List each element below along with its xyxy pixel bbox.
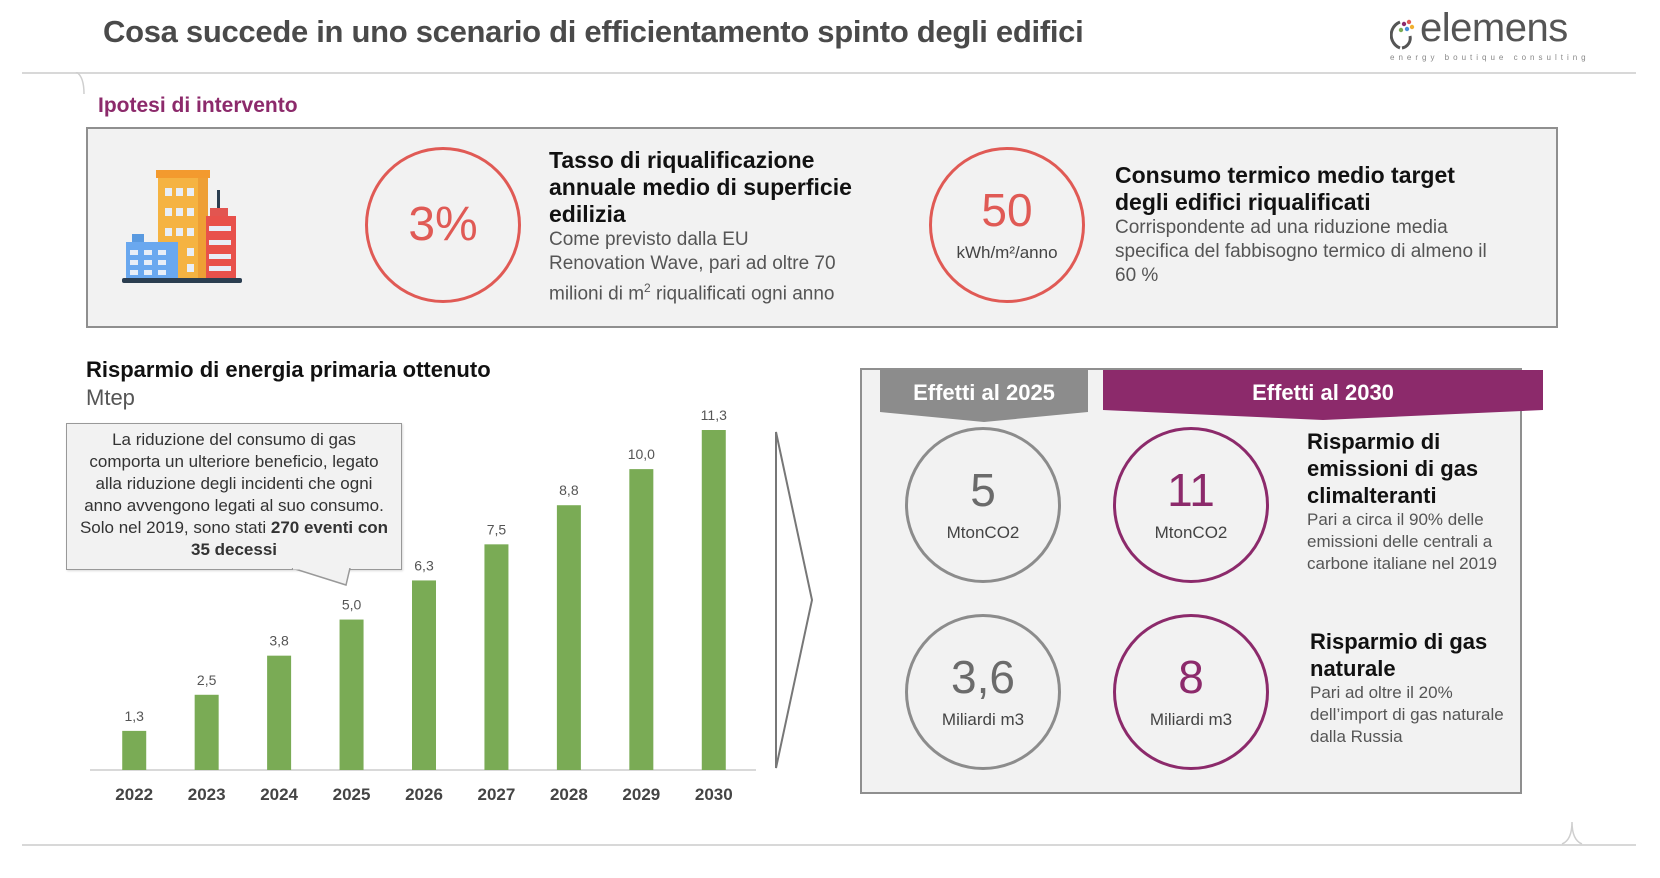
bar-value-label: 10,0 xyxy=(628,446,655,462)
gas-2030-unit: Miliardi m3 xyxy=(1149,710,1233,729)
bar-value-label: 5,0 xyxy=(342,597,362,613)
thermal-target-value: 50 xyxy=(981,184,1033,236)
gas-2025-unit: Miliardi m3 xyxy=(941,710,1025,729)
desc-line: Come previsto dalla EU xyxy=(549,229,749,250)
divider-notch xyxy=(1561,822,1583,845)
hypothesis-title: Tasso di riqualificazione annuale medio … xyxy=(549,147,852,227)
x-tick-label: 2030 xyxy=(695,785,733,804)
desc-line: Renovation Wave, pari ad oltre 70 xyxy=(549,253,836,274)
effect-emissions: Risparmio di emissioni di gas climaltera… xyxy=(1307,428,1532,575)
bar-value-label: 8,8 xyxy=(559,482,579,498)
x-tick-label: 2029 xyxy=(622,785,660,804)
tab-2025-shape xyxy=(880,370,1088,422)
effect-gas: Risparmio di gas naturale Pari ad oltre … xyxy=(1310,628,1520,748)
renovation-rate-value: 3% xyxy=(408,198,478,251)
desc-line: milioni di m2 riqualificati ogni anno xyxy=(549,276,879,306)
x-tick-label: 2028 xyxy=(550,785,588,804)
thermal-target-unit: kWh/m²/anno xyxy=(956,243,1058,262)
hypotheses-panel xyxy=(86,127,1558,328)
hypothesis-desc: Corrispondente ad una riduzione media sp… xyxy=(1115,217,1487,286)
tab-effects-2030: Effetti al 2030 xyxy=(1252,380,1394,405)
bar-2024 xyxy=(267,655,292,770)
elemens-logo: elemens energy boutique consulting xyxy=(1390,6,1586,66)
bar-2023 xyxy=(194,694,219,770)
bar-2025 xyxy=(339,619,364,770)
tab-effects-2025: Effetti al 2025 xyxy=(913,380,1055,405)
x-tick-label: 2027 xyxy=(478,785,516,804)
effect-desc: Pari ad oltre il 20% dell’import di gas … xyxy=(1310,683,1504,746)
emissions-2030-unit: MtonCO2 xyxy=(1154,523,1228,542)
emissions-2025-unit: MtonCO2 xyxy=(946,523,1020,542)
emissions-2030-ring: 11 MtonCO2 xyxy=(1113,427,1269,583)
renovation-rate-ring: 3% xyxy=(365,147,521,303)
bar-value-label: 11,3 xyxy=(701,407,727,423)
bar-2027 xyxy=(484,544,509,770)
gas-2030-value: 8 xyxy=(1178,651,1204,703)
gas-2030-ring: 8 Miliardi m3 xyxy=(1113,614,1269,770)
footer-divider xyxy=(22,844,1636,846)
gas-2025-value: 3,6 xyxy=(951,651,1015,703)
x-tick-label: 2024 xyxy=(260,785,298,804)
energy-savings-bar-chart: 1,3 2022 2,5 2023 3,8 2024 5,0 2025 6,3 2026 7,5 20… xyxy=(90,407,756,804)
emissions-2025-value: 5 xyxy=(970,464,996,516)
hypothesis-desc: Come previsto dalla EU Renovation Wave, … xyxy=(549,228,879,306)
emissions-2025-ring: 5 MtonCO2 xyxy=(905,427,1061,583)
effect-desc: Pari a circa il 90% delle emissioni dell… xyxy=(1307,510,1497,573)
bar-2022 xyxy=(122,730,147,770)
callout-text: La riduzione del consumo di gas comporta… xyxy=(79,430,384,537)
chart-unit-label: Mtep xyxy=(86,385,135,410)
bar-2028 xyxy=(556,505,581,770)
gas-2025-ring: 3,6 Miliardi m3 xyxy=(905,614,1061,770)
effect-title: Risparmio di gas naturale xyxy=(1310,629,1488,681)
callout-pointer xyxy=(291,568,351,586)
bar-value-label: 2,5 xyxy=(197,672,217,688)
logo-tagline: energy boutique consulting xyxy=(1390,53,1590,62)
chevron-right-icon xyxy=(775,431,814,769)
x-tick-label: 2025 xyxy=(333,785,371,804)
bar-2026 xyxy=(412,580,436,770)
bar-value-label: 3,8 xyxy=(269,633,289,649)
superscript: 2 xyxy=(644,281,651,295)
bar-2029 xyxy=(629,469,654,770)
x-tick-label: 2026 xyxy=(405,785,443,804)
x-tick-label: 2023 xyxy=(188,785,226,804)
effect-title: Risparmio di emissioni di gas climaltera… xyxy=(1307,429,1479,508)
tab-2030-shape xyxy=(1103,370,1543,420)
gas-incidents-callout: La riduzione del consumo di gas comporta… xyxy=(66,423,402,570)
divider-notch xyxy=(75,72,85,95)
section-label-ipotesi: Ipotesi di intervento xyxy=(98,94,298,117)
bar-value-label: 1,3 xyxy=(124,708,144,724)
hypothesis-thermal: Consumo termico medio target degli edifi… xyxy=(1115,162,1495,288)
desc-text: riqualificati ogni anno xyxy=(650,283,835,305)
bar-2030 xyxy=(701,430,726,770)
emissions-2030-value: 11 xyxy=(1167,464,1215,516)
page-title: Cosa succede in uno scenario di efficien… xyxy=(103,14,1084,49)
logo-dots-icon xyxy=(1390,19,1415,50)
callout-highlight: 270 eventi con 35 decessi xyxy=(190,518,389,559)
header-divider xyxy=(22,72,1636,74)
buildings-icon xyxy=(122,170,242,283)
bar-value-label: 6,3 xyxy=(414,557,434,573)
x-tick-label: 2022 xyxy=(115,785,153,804)
hypothesis-title: Consumo termico medio target degli edifi… xyxy=(1115,162,1455,215)
logo-wordmark: elemens xyxy=(1420,6,1568,50)
hypothesis-renovation: Tasso di riqualificazione annuale medio … xyxy=(549,147,879,306)
thermal-target-ring: 50 kWh/m²/anno xyxy=(929,147,1085,303)
bar-value-label: 7,5 xyxy=(487,521,507,537)
desc-text: milioni di m xyxy=(549,283,645,305)
chart-title: Risparmio di energia primaria ottenuto xyxy=(86,357,491,382)
